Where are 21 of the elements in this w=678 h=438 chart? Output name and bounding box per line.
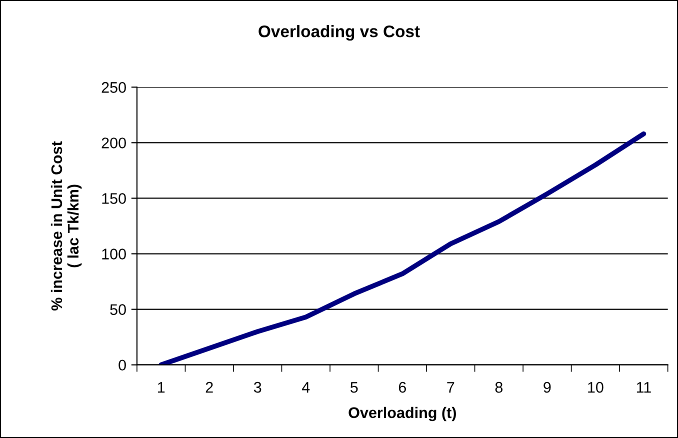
x-tick-label: 6 — [398, 382, 406, 393]
x-tick-label: 10 — [588, 382, 604, 393]
x-tick-label: 8 — [495, 382, 502, 393]
chart-title: Overloading vs Cost — [258, 25, 420, 41]
x-tick-label: 3 — [254, 382, 262, 393]
line-series — [158, 131, 646, 365]
x-tick-label: 7 — [447, 382, 454, 393]
y-tick-label: 250 — [102, 82, 126, 93]
x-tick-label: 11 — [636, 382, 651, 393]
y-tick-label: 100 — [102, 248, 126, 260]
y-axis-title: % increase in Unit Cost ( lac Tk/km) — [50, 141, 82, 311]
y-tick-label: 200 — [102, 138, 126, 148]
x-tick-label: 9 — [544, 382, 551, 393]
x-tick-label: 4 — [302, 382, 310, 393]
x-tick-label: 2 — [206, 382, 213, 393]
x-tick-label: 5 — [350, 382, 358, 393]
y-tick-label: 0 — [118, 360, 126, 371]
x-axis-title: Overloading (t) — [348, 406, 456, 422]
y-tick-label: 150 — [102, 193, 126, 204]
x-tick-label: 1 — [158, 382, 165, 393]
y-tick-label: 50 — [110, 304, 126, 315]
